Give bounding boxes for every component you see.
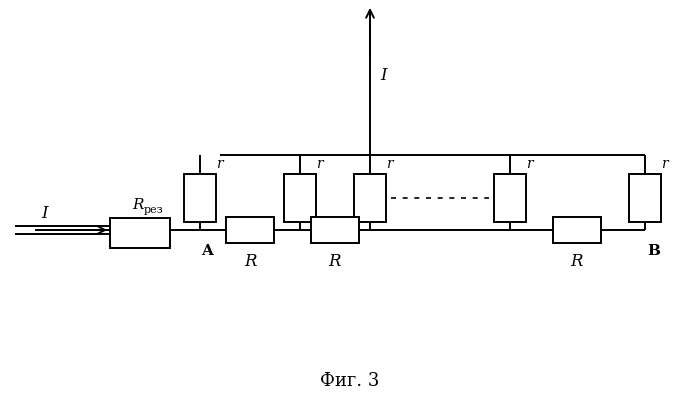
Bar: [226, 217, 274, 243]
Text: R: R: [329, 253, 342, 270]
Text: r: r: [316, 157, 323, 171]
Bar: [553, 217, 601, 243]
Bar: [629, 174, 661, 222]
Text: r: r: [216, 157, 223, 171]
Text: I: I: [380, 66, 386, 83]
Text: Фиг. 3: Фиг. 3: [321, 372, 379, 390]
Bar: [354, 174, 386, 222]
Text: R: R: [132, 198, 144, 212]
Text: рез: рез: [144, 205, 164, 215]
Bar: [311, 217, 359, 243]
Text: r: r: [661, 157, 668, 171]
Bar: [284, 174, 316, 222]
Text: R: R: [570, 253, 583, 270]
Text: A: A: [201, 244, 213, 258]
Bar: [494, 174, 526, 222]
Text: B: B: [647, 244, 660, 258]
Text: r: r: [386, 157, 393, 171]
Text: r: r: [526, 157, 533, 171]
Text: I: I: [42, 206, 48, 223]
Text: R: R: [244, 253, 256, 270]
Bar: [184, 174, 216, 222]
Bar: [110, 218, 170, 248]
